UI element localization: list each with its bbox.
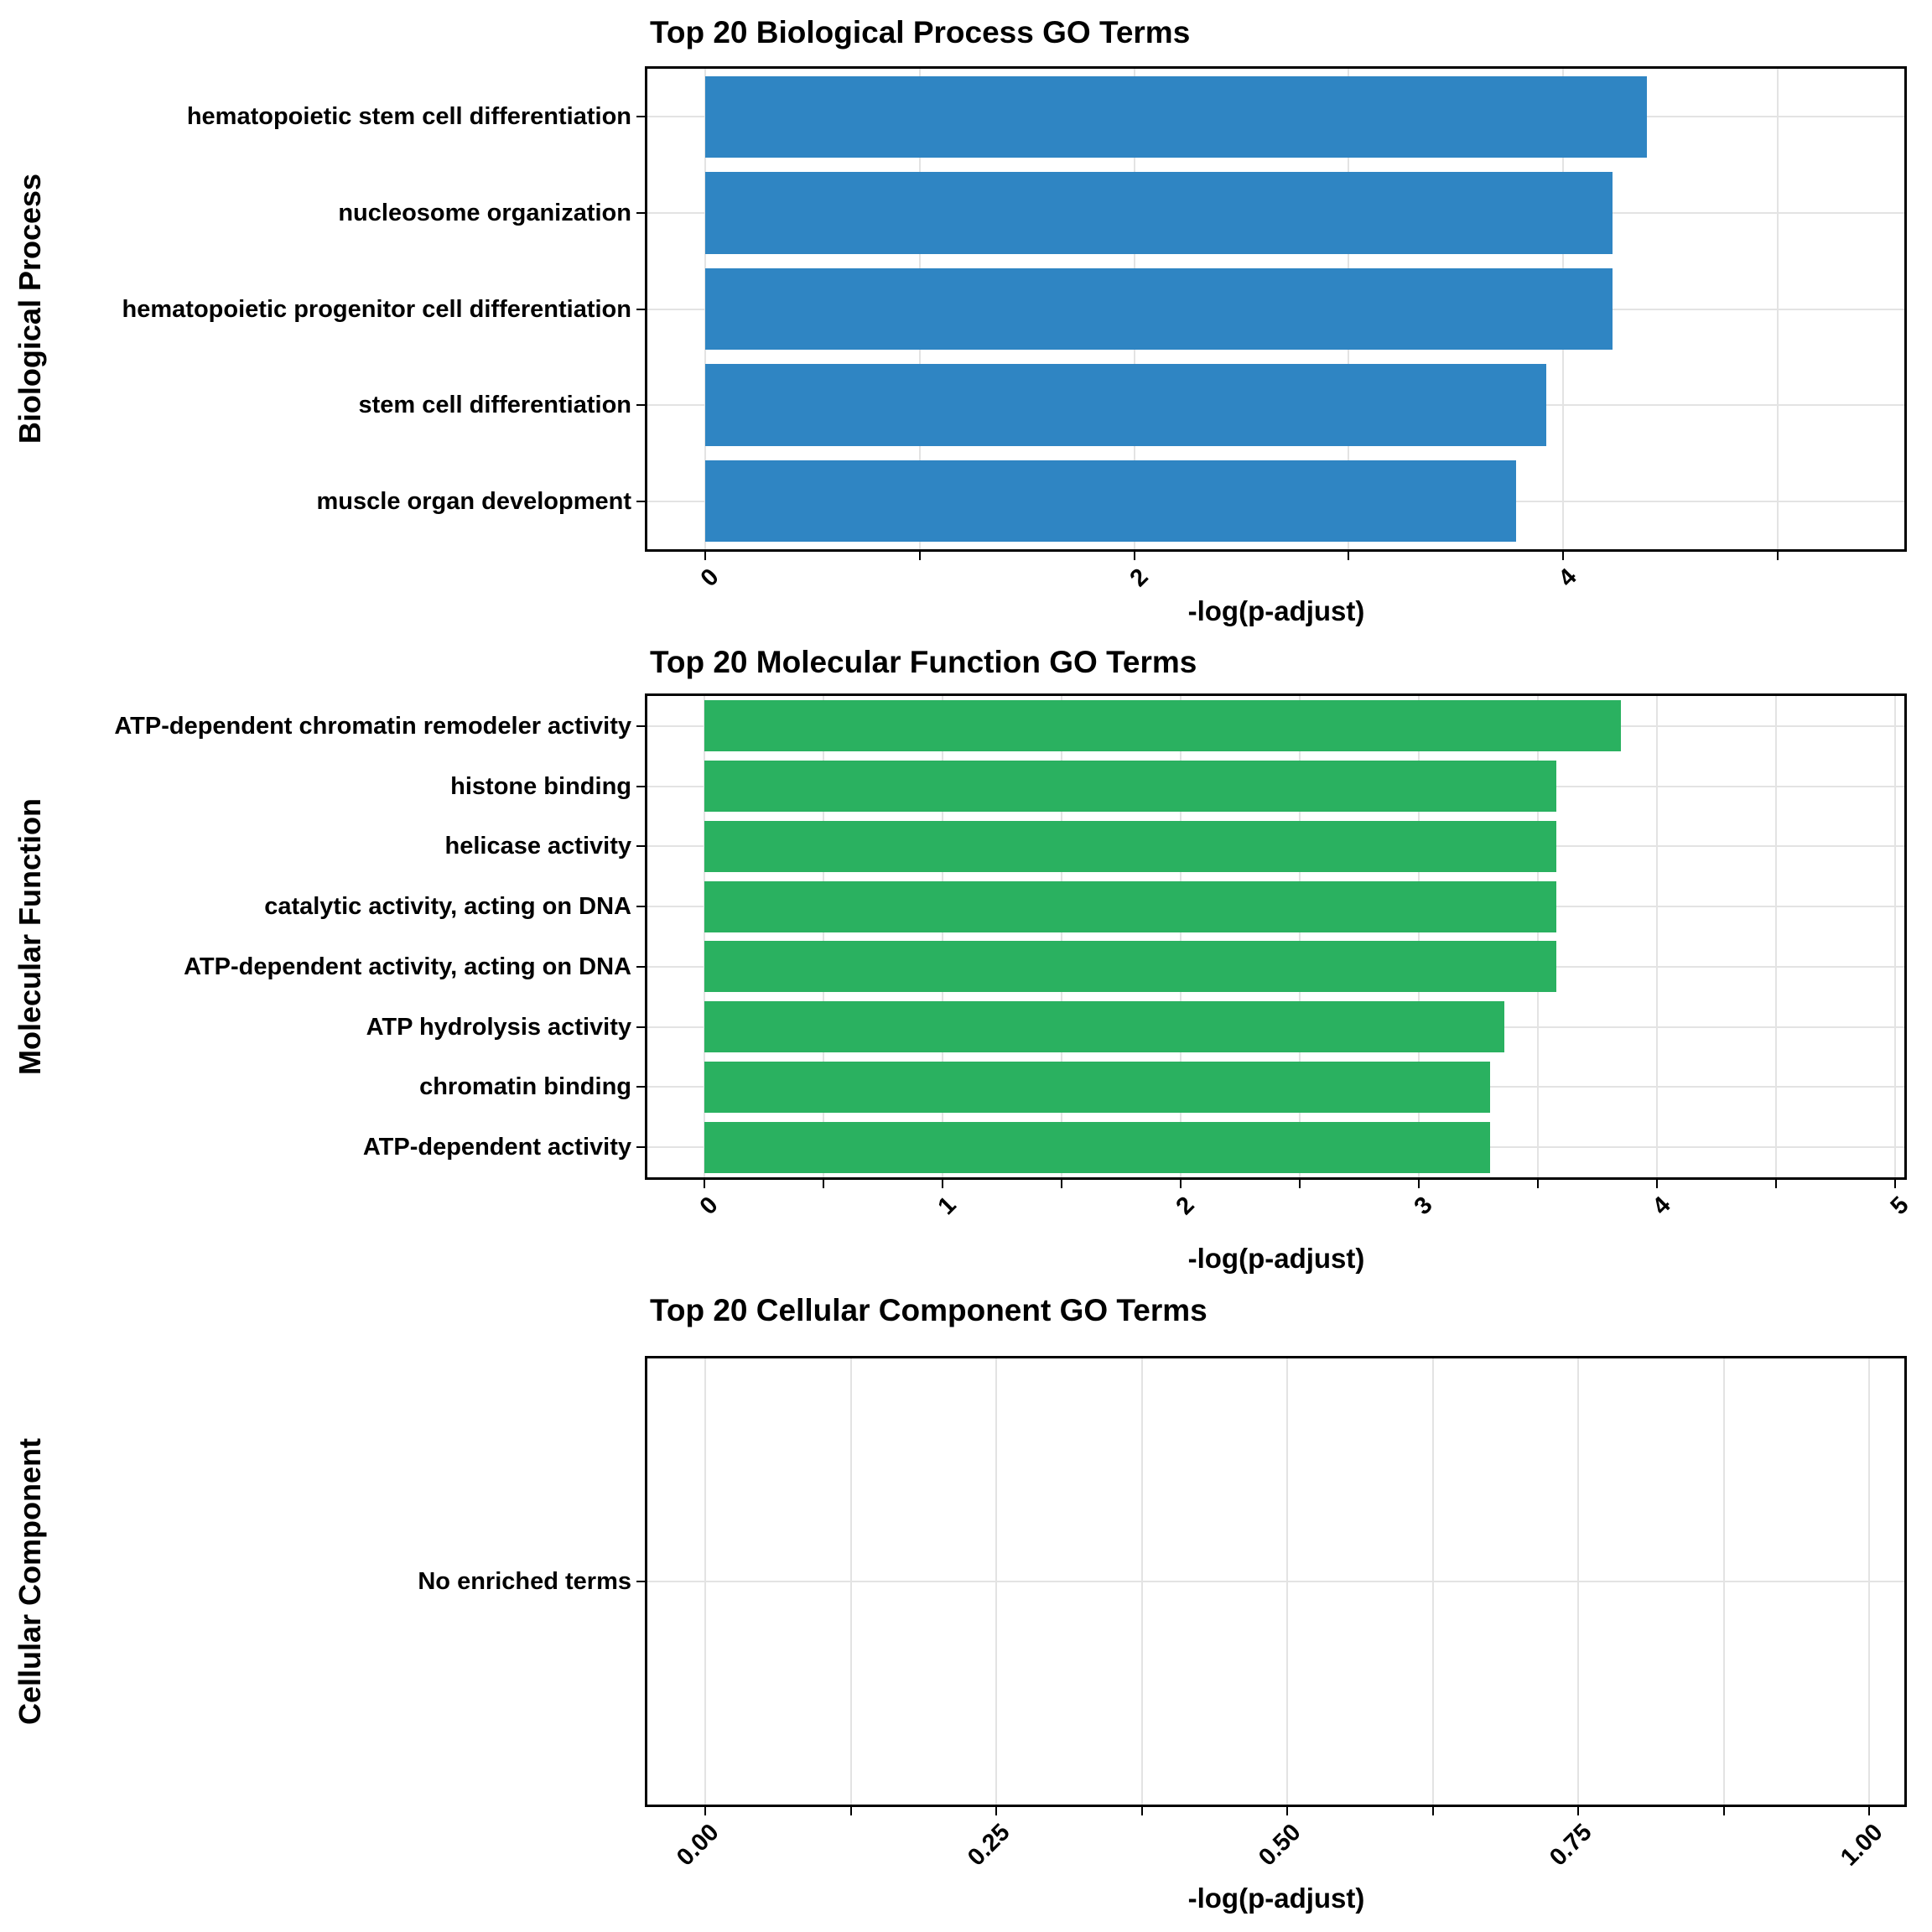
x-axis-label: -log(p-adjust) xyxy=(1187,1883,1365,1914)
x-tick xyxy=(1140,1807,1143,1815)
category-label: helicase activity xyxy=(444,833,631,860)
bar xyxy=(704,761,1557,813)
y-tick xyxy=(636,404,645,407)
x-tick xyxy=(1348,552,1350,560)
x-tick xyxy=(1179,1180,1182,1188)
gridline-vertical xyxy=(1536,696,1539,1177)
gridline-vertical xyxy=(1417,696,1420,1177)
gridline-vertical xyxy=(1774,696,1777,1177)
y-tick xyxy=(636,724,645,727)
x-tick xyxy=(1655,1180,1658,1188)
x-tick-label: 1.00 xyxy=(1836,1819,1888,1872)
plot-panel xyxy=(645,66,1907,552)
x-tick xyxy=(1577,1807,1580,1815)
category-label: ATP-dependent chromatin remodeler activi… xyxy=(114,712,631,740)
x-tick xyxy=(1417,1180,1420,1188)
category-label: stem cell differentiation xyxy=(358,391,631,418)
chart-title: Top 20 Cellular Component GO Terms xyxy=(650,1293,1208,1327)
bar xyxy=(704,820,1557,872)
x-tick-label: 2 xyxy=(1171,1192,1200,1221)
x-tick-label: 0.75 xyxy=(1545,1819,1597,1872)
x-tick-label: 5 xyxy=(1885,1192,1914,1221)
y-tick xyxy=(636,1026,645,1028)
category-label: hematopoietic progenitor cell differenti… xyxy=(122,295,631,323)
gridline-vertical xyxy=(942,696,944,1177)
x-axis-label: -log(p-adjust) xyxy=(1187,595,1365,626)
bar xyxy=(705,364,1546,446)
y-tick xyxy=(636,1086,645,1088)
y-tick xyxy=(636,500,645,502)
x-tick xyxy=(704,1807,707,1815)
y-tick xyxy=(636,906,645,908)
y-tick xyxy=(636,845,645,848)
bar xyxy=(704,1121,1490,1173)
gridline-vertical xyxy=(823,696,825,1177)
x-axis-label: -log(p-adjust) xyxy=(1187,1243,1365,1274)
x-tick xyxy=(918,552,921,560)
gridline-vertical xyxy=(1655,696,1658,1177)
chart-title: Top 20 Molecular Function GO Terms xyxy=(650,645,1197,679)
category-label: catalytic activity, acting on DNA xyxy=(264,892,631,920)
bar xyxy=(705,267,1613,351)
bar xyxy=(705,75,1648,158)
x-tick xyxy=(942,1180,944,1188)
x-tick xyxy=(704,1180,706,1188)
gridline-vertical xyxy=(1298,696,1301,1177)
bar xyxy=(704,1001,1505,1053)
x-tick xyxy=(1777,552,1779,560)
y-tick xyxy=(636,785,645,787)
x-tick xyxy=(1298,1180,1301,1188)
x-tick xyxy=(1060,1180,1062,1188)
x-tick xyxy=(1286,1807,1289,1815)
x-tick-label: 4 xyxy=(1647,1192,1676,1221)
category-label: nucleosome organization xyxy=(338,199,631,226)
x-tick-label: 1 xyxy=(932,1192,962,1221)
bar xyxy=(705,172,1613,254)
x-tick-label: 0.25 xyxy=(963,1819,1016,1872)
category-label: ATP hydrolysis activity xyxy=(366,1013,631,1041)
gridline-vertical xyxy=(1893,696,1896,1177)
y-tick xyxy=(636,308,645,310)
plot-panel xyxy=(645,693,1907,1180)
gridline-vertical xyxy=(1060,696,1062,1177)
bar xyxy=(704,700,1622,752)
category-label: hematopoietic stem cell differentiation xyxy=(186,103,631,131)
x-tick xyxy=(1133,552,1135,560)
x-tick xyxy=(1722,1807,1725,1815)
category-label: ATP-dependent activity, acting on DNA xyxy=(184,953,631,980)
gridline-vertical xyxy=(704,696,706,1177)
y-tick xyxy=(636,965,645,968)
gridline-horizontal xyxy=(647,1581,1904,1582)
x-tick xyxy=(823,1180,825,1188)
y-tick xyxy=(636,1581,645,1582)
category-label: ATP-dependent activity xyxy=(362,1133,631,1161)
x-tick xyxy=(1536,1180,1539,1188)
x-tick xyxy=(1893,1180,1896,1188)
x-tick xyxy=(1562,552,1565,560)
y-tick xyxy=(636,1146,645,1149)
bar xyxy=(704,1061,1490,1113)
x-tick-label: 0 xyxy=(694,1192,724,1221)
plot-panel xyxy=(645,1356,1907,1807)
gridline-vertical xyxy=(1179,696,1182,1177)
category-label: chromatin binding xyxy=(419,1073,631,1101)
x-tick-label: 0.00 xyxy=(672,1819,725,1872)
category-label: muscle organ development xyxy=(316,487,632,515)
bar xyxy=(704,880,1557,932)
category-label: histone binding xyxy=(450,772,631,800)
x-tick xyxy=(704,552,707,560)
chart-title: Top 20 Biological Process GO Terms xyxy=(650,15,1191,49)
bar xyxy=(704,941,1557,993)
y-tick xyxy=(636,211,645,214)
x-tick xyxy=(1774,1180,1777,1188)
bar xyxy=(705,460,1516,543)
category-label: No enriched terms xyxy=(418,1567,631,1595)
y-tick xyxy=(636,116,645,118)
x-tick xyxy=(1431,1807,1434,1815)
x-tick xyxy=(995,1807,998,1815)
x-tick xyxy=(849,1807,852,1815)
x-tick xyxy=(1868,1807,1871,1815)
x-tick-label: 0.50 xyxy=(1254,1819,1307,1872)
